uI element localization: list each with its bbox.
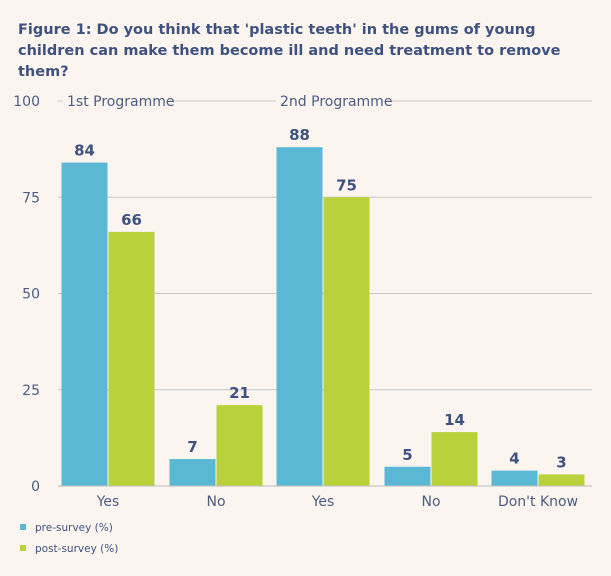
data-label: 88 (289, 126, 310, 144)
category-label: Yes (311, 494, 335, 510)
bar-pre-4 (491, 470, 538, 486)
bar-pre-1 (169, 459, 216, 486)
category-label: Yes (96, 494, 120, 510)
bar-post-1 (216, 405, 263, 486)
group-label: 1st Programme (67, 94, 174, 110)
legend-label: post-survey (%) (35, 543, 118, 555)
data-label: 5 (402, 446, 412, 464)
bar-post-4 (538, 474, 585, 486)
data-label: 7 (187, 438, 197, 456)
category-label: Don't Know (498, 494, 578, 510)
category-label: No (206, 494, 225, 510)
y-tick-label: 0 (31, 479, 40, 495)
y-tick-label: 100 (13, 94, 40, 110)
y-tick-label: 25 (22, 383, 40, 399)
group-label: 2nd Programme (280, 94, 392, 110)
data-label: 3 (556, 453, 566, 471)
bar-post-2 (323, 197, 370, 486)
bar-post-0 (108, 231, 155, 486)
category-label: No (421, 494, 440, 510)
group-label-bg (63, 91, 170, 109)
bar-pre-0 (61, 162, 108, 486)
chart-title: Figure 1: Do you think that 'plastic tee… (18, 22, 561, 80)
data-label: 75 (336, 176, 357, 194)
legend-label: pre-survey (%) (35, 522, 113, 534)
data-label: 14 (444, 411, 465, 429)
y-tick-label: 50 (22, 287, 40, 303)
legend-swatch-1 (20, 545, 26, 551)
bar-pre-3 (384, 466, 431, 486)
data-label: 66 (121, 211, 142, 229)
data-label: 21 (229, 384, 250, 402)
bar-post-3 (431, 432, 478, 486)
group-label-bg (276, 91, 383, 109)
data-label: 84 (74, 142, 95, 160)
legend-swatch-0 (20, 524, 26, 530)
bar-pre-2 (276, 147, 323, 486)
y-tick-label: 75 (22, 190, 40, 206)
data-label: 4 (509, 450, 519, 468)
